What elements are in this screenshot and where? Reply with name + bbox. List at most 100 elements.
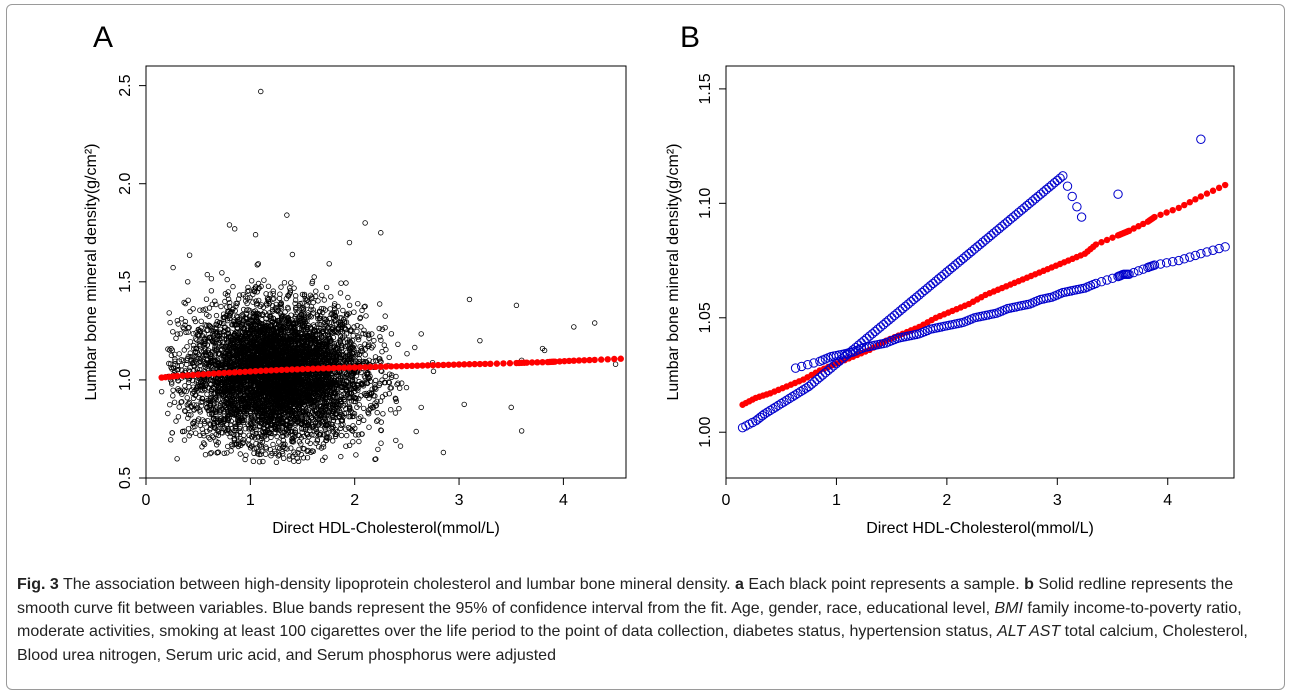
y-tick-label: 1.5 xyxy=(117,271,134,293)
data-point xyxy=(382,313,388,319)
data-point xyxy=(225,296,232,302)
data-point xyxy=(194,366,200,372)
data-point xyxy=(318,403,324,410)
data-point xyxy=(202,452,209,458)
data-point xyxy=(315,298,321,304)
data-point xyxy=(190,331,196,337)
data-point xyxy=(311,274,317,280)
data-point xyxy=(176,404,182,410)
data-point xyxy=(353,452,359,458)
data-point xyxy=(219,320,225,327)
data-point xyxy=(224,443,231,450)
y-tick-label: 2.0 xyxy=(117,172,134,194)
data-point xyxy=(289,251,296,258)
data-point xyxy=(373,377,379,384)
data-point xyxy=(187,308,193,315)
data-point xyxy=(270,441,276,448)
data-point xyxy=(360,330,366,337)
data-point xyxy=(366,424,372,430)
data-point xyxy=(224,276,230,283)
data-point xyxy=(208,450,214,456)
y-axis-label: Lumbar bone mineral density(g/cm²) xyxy=(83,144,100,401)
data-point xyxy=(213,312,220,319)
data-point xyxy=(186,324,192,331)
data-point xyxy=(240,306,247,313)
data-point xyxy=(167,402,173,408)
data-point xyxy=(393,398,399,405)
data-point xyxy=(285,304,291,311)
data-point xyxy=(396,405,402,412)
y-tick-label: 1.0 xyxy=(117,369,134,391)
data-point xyxy=(355,301,361,307)
data-point xyxy=(326,261,332,267)
data-point xyxy=(355,432,362,438)
data-point xyxy=(248,278,255,284)
data-point xyxy=(212,362,219,369)
data-point xyxy=(228,448,234,454)
data-point xyxy=(362,303,368,309)
data-point xyxy=(190,306,196,312)
data-point xyxy=(185,426,192,432)
data-point xyxy=(430,368,437,374)
data-point xyxy=(361,417,367,423)
data-point xyxy=(243,307,250,313)
data-point xyxy=(347,339,353,345)
data-point xyxy=(340,307,346,314)
data-point xyxy=(403,384,410,391)
data-point xyxy=(346,302,353,308)
data-point xyxy=(192,430,199,436)
data-point xyxy=(344,432,350,439)
data-point xyxy=(388,407,394,413)
data-point xyxy=(319,457,326,463)
data-point xyxy=(250,299,256,305)
data-point xyxy=(376,325,382,332)
data-point xyxy=(197,307,203,313)
data-point xyxy=(181,347,187,353)
data-point xyxy=(397,443,404,449)
data-point xyxy=(345,294,351,301)
data-point xyxy=(413,428,419,435)
data-point xyxy=(239,311,246,318)
data-point xyxy=(337,425,344,431)
plot-frame xyxy=(145,65,627,479)
data-point xyxy=(185,379,192,386)
data-point xyxy=(295,458,302,464)
data-point xyxy=(260,458,266,465)
data-point xyxy=(332,301,338,307)
data-point xyxy=(356,438,362,445)
x-tick-label: 2 xyxy=(350,492,359,509)
data-point xyxy=(315,444,322,450)
data-point xyxy=(192,318,199,325)
data-point xyxy=(374,418,380,424)
data-point xyxy=(250,458,257,464)
data-point xyxy=(178,399,184,405)
data-point xyxy=(346,442,353,449)
data-point xyxy=(276,452,282,458)
data-point xyxy=(363,313,369,319)
data-point xyxy=(265,283,272,289)
data-point xyxy=(263,451,269,457)
data-point xyxy=(343,280,349,286)
x-tick-label: 4 xyxy=(559,492,568,509)
data-point xyxy=(206,434,212,441)
data-point xyxy=(184,344,190,350)
data-point xyxy=(394,381,400,388)
data-point xyxy=(377,398,384,404)
data-point xyxy=(203,296,210,302)
data-point xyxy=(325,429,331,436)
data-point xyxy=(378,337,384,343)
data-point xyxy=(404,351,410,357)
data-point xyxy=(418,404,424,411)
data-point xyxy=(399,380,405,386)
data-point xyxy=(350,439,356,445)
data-point xyxy=(386,354,392,361)
data-point xyxy=(171,399,178,405)
data-point xyxy=(166,310,172,316)
data-point xyxy=(336,376,342,382)
data-point xyxy=(215,426,222,432)
data-point xyxy=(288,280,294,286)
data-point xyxy=(172,358,178,364)
data-point xyxy=(412,344,418,351)
data-point xyxy=(207,436,213,442)
x-tick-label: 3 xyxy=(455,492,464,509)
